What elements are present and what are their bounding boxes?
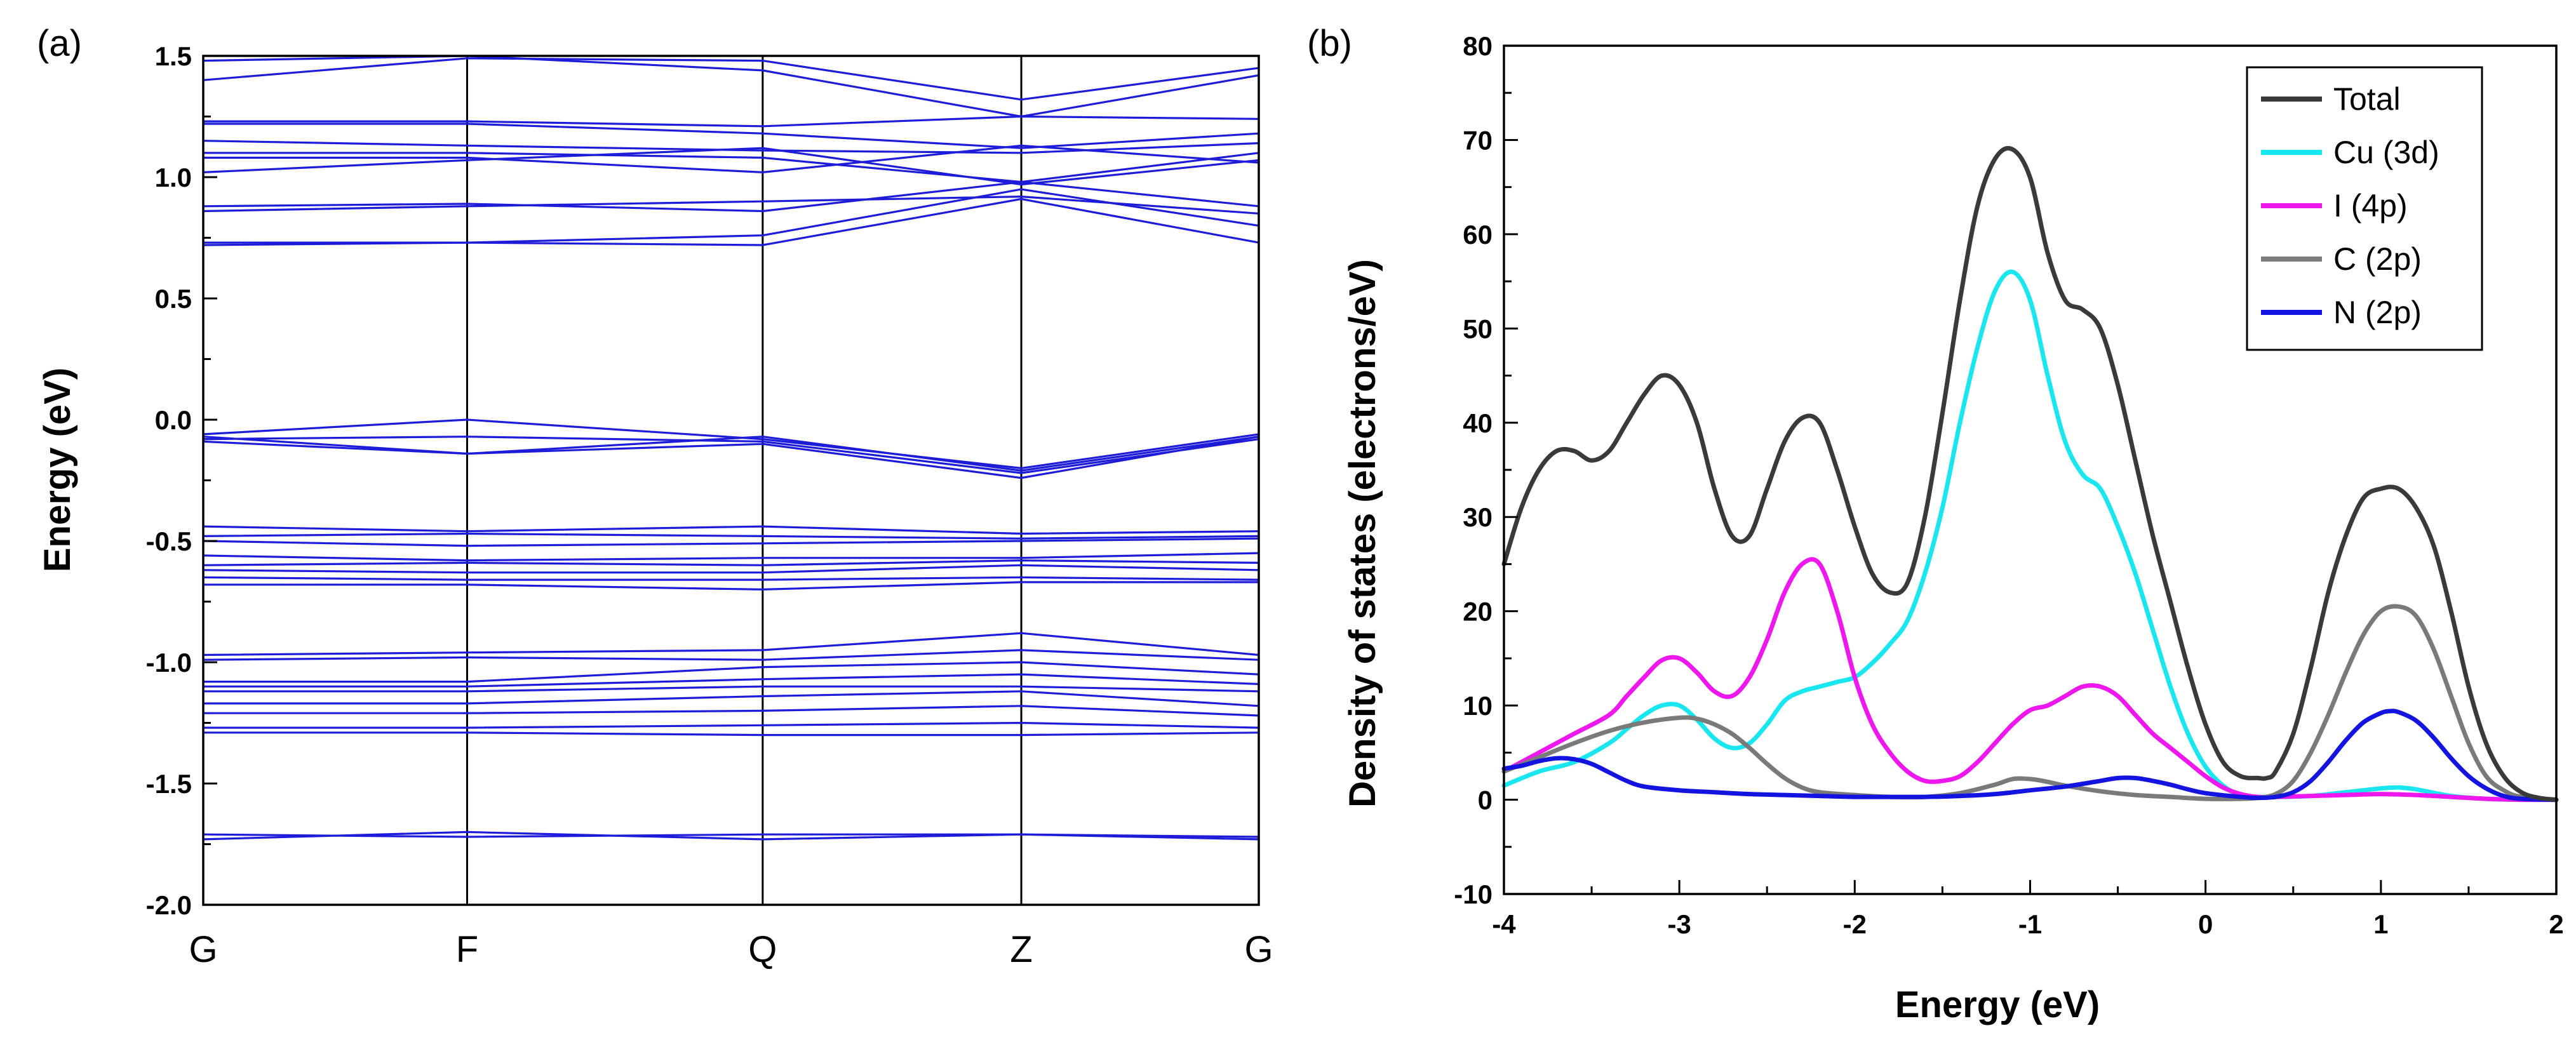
band-line	[203, 559, 1259, 566]
legend-label: Total	[2333, 81, 2401, 117]
series-line-i-4p	[1501, 557, 2559, 803]
kpoint-dividers	[466, 56, 1023, 905]
legend: Total Cu (3d) I (4p) C (2p) N (2p)	[2246, 66, 2483, 351]
panel-a-frame	[202, 55, 1260, 906]
y-tick-label: 80	[1463, 31, 1493, 61]
y-tick-label: 70	[1463, 125, 1493, 155]
band-line	[203, 55, 1259, 118]
y-tick-label: -10	[1454, 879, 1493, 909]
band-line	[203, 576, 1259, 581]
x-tick-label: 0	[2198, 909, 2213, 939]
y-tick-label: 60	[1463, 220, 1493, 250]
series-line-c-2p	[1501, 604, 2559, 803]
band-line	[203, 115, 1259, 128]
band-line	[203, 188, 1259, 244]
panel-b-ylabel: Density of states (electrons/eV)	[1342, 259, 1383, 808]
kpoint-label: G	[189, 929, 217, 970]
kpoint-label: Q	[748, 929, 777, 970]
band-line	[203, 436, 1259, 474]
band-line	[203, 152, 1259, 183]
x-tick-label: -2	[1843, 909, 1867, 939]
band-line	[203, 673, 1259, 688]
band-line	[203, 525, 1259, 535]
kpoint-label: F	[456, 929, 478, 970]
band-line	[203, 649, 1259, 661]
y-tick-label: 1.0	[155, 163, 192, 192]
band-structure-chart: (a) Energy (eV) 1.5 1.0 0.5 0.0 -0.5 -1.0 -1.5…	[37, 23, 1273, 970]
y-tick-label: 30	[1463, 502, 1493, 532]
y-tick-label: -1.5	[146, 769, 192, 799]
band-line	[203, 436, 1259, 472]
panel-a-y-ticks: 1.5 1.0 0.5 0.0 -0.5 -1.0 -1.5 -2.0	[146, 41, 217, 920]
plot-frame	[202, 55, 1260, 906]
band-line	[203, 731, 1259, 737]
panel-b-xlabel: Energy (eV)	[1895, 984, 2100, 1025]
panel-b-label: (b)	[1307, 23, 1352, 64]
legend-label: C (2p)	[2333, 241, 2422, 277]
band-line	[203, 564, 1259, 574]
band-line	[203, 532, 1259, 540]
x-tick-label: 1	[2373, 909, 2388, 939]
y-tick-label: 0	[1478, 785, 1493, 815]
band-line	[203, 123, 1259, 149]
band-line	[203, 436, 1259, 479]
y-tick-label: 40	[1463, 408, 1493, 438]
band-line	[203, 147, 1259, 186]
band-line	[203, 140, 1259, 154]
band-line	[203, 197, 1259, 246]
band-line	[203, 57, 1259, 101]
band-line	[203, 418, 1259, 470]
x-tick-label: -1	[2018, 909, 2042, 939]
band-line	[203, 690, 1259, 707]
band-line	[203, 721, 1259, 729]
band-line	[203, 661, 1259, 683]
band-line	[203, 144, 1259, 174]
band-line	[203, 705, 1259, 717]
density-of-states-chart: (b) Density of states (electrons/eV) Ene…	[1307, 23, 2564, 1025]
y-tick-label: 50	[1463, 314, 1493, 344]
series-line-total	[1501, 145, 2559, 803]
y-tick-label: 10	[1463, 691, 1493, 721]
y-tick-label: -0.5	[146, 526, 192, 556]
x-tick-label: 2	[2549, 909, 2563, 939]
band-line	[203, 180, 1259, 213]
band-line	[203, 831, 1259, 841]
legend-label: Cu (3d)	[2333, 135, 2439, 170]
band-line	[203, 581, 1259, 591]
y-tick-label: 1.5	[155, 41, 192, 71]
y-tick-label: 0.0	[155, 405, 192, 435]
band-line	[203, 552, 1259, 562]
y-tick-label: 0.5	[155, 284, 192, 314]
panel-b-x-ticks: -4 -3 -2 -1 0 1 2	[1492, 880, 2564, 939]
band-lines	[203, 55, 1259, 841]
panel-a-label: (a)	[37, 23, 82, 64]
band-line	[203, 537, 1259, 547]
kpoint-label: G	[1244, 929, 1273, 970]
legend-label: I (4p)	[2333, 188, 2408, 223]
panel-b-y-ticks: -10 0 10 20 30 40 50 60 70 80	[1454, 31, 1518, 909]
kpoint-label: Z	[1010, 929, 1032, 970]
y-tick-label: 20	[1463, 597, 1493, 627]
y-tick-label: -1.0	[146, 648, 192, 677]
legend-box	[2246, 66, 2483, 351]
band-line	[203, 685, 1259, 693]
y-tick-label: -2.0	[146, 890, 192, 920]
x-tick-label: -3	[1667, 909, 1691, 939]
band-line	[203, 632, 1259, 657]
dos-series	[1501, 145, 2559, 803]
x-tick-label: -4	[1492, 909, 1516, 939]
legend-label: N (2p)	[2333, 295, 2422, 330]
series-line-n-2p	[1501, 709, 2559, 803]
panel-a-ylabel: Energy (eV)	[37, 368, 78, 572]
